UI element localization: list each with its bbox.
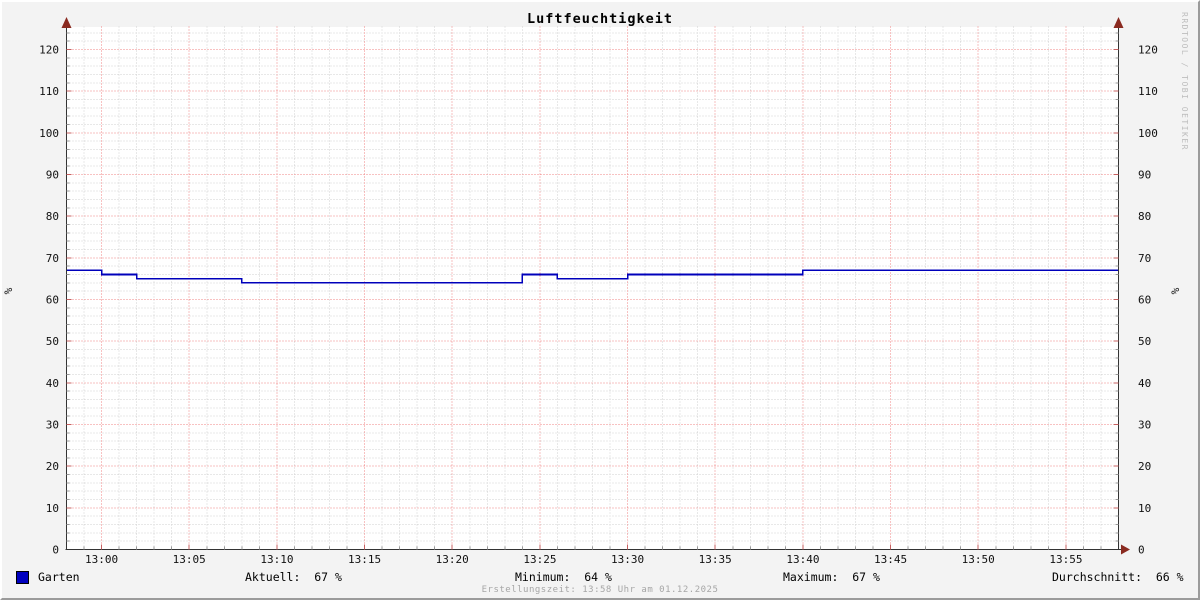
x-tick-label: 13:50: [962, 553, 995, 566]
x-tick-label: 13:10: [260, 553, 293, 566]
y-tick-label-left: 120: [39, 44, 59, 57]
x-tick-label: 13:30: [611, 553, 644, 566]
y-tick-label-left: 80: [46, 210, 59, 223]
y-tick-label-left: 10: [46, 502, 59, 515]
tick-labels: 0 0 10 10 20 20 30 30 40 40 50 50 60 60 70 70 80 80 90 90 10…: [2, 44, 1182, 567]
y-unit-right: %: [1169, 287, 1182, 294]
x-tick-label: 13:25: [523, 553, 556, 566]
y-tick-label-left: 60: [46, 294, 59, 307]
x-tick-label: 13:00: [85, 553, 118, 566]
y-tick-label-right: 110: [1138, 85, 1158, 98]
y-tick-label-left: 30: [46, 419, 59, 432]
stat-maximum: Maximum: 67 %: [783, 570, 880, 584]
y-tick-label-right: 20: [1138, 460, 1151, 473]
rrdtool-watermark: RRDTOOL / TOBI OETIKER: [1180, 12, 1189, 151]
axis-arrow: [1121, 544, 1130, 555]
y-tick-label-right: 10: [1138, 502, 1151, 515]
y-tick-label-right: 100: [1138, 127, 1158, 140]
y-tick-label-left: 0: [52, 544, 59, 557]
y-tick-label-left: 110: [39, 85, 59, 98]
y-tick-label-right: 60: [1138, 294, 1151, 307]
legend-row: Garten Aktuell: 67 % Minimum: 64 % Maxim…: [2, 569, 1198, 585]
y-tick-label-left: 100: [39, 127, 59, 140]
y-tick-label-left: 20: [46, 460, 59, 473]
axis-arrow: [61, 17, 72, 28]
series-lines: [66, 269, 1119, 284]
stat-durchschnitt: Durchschnitt: 66 %: [1052, 570, 1184, 584]
y-tick-label-left: 90: [46, 169, 59, 182]
stat-minimum: Minimum: 64 %: [515, 570, 612, 584]
y-tick-label-right: 50: [1138, 335, 1151, 348]
y-tick-label-right: 40: [1138, 377, 1151, 390]
axis-ticks: [66, 32, 1119, 550]
major-grid: [66, 24, 1119, 550]
y-tick-label-right: 90: [1138, 169, 1151, 182]
x-tick-label: 13:45: [874, 553, 907, 566]
axes: [61, 17, 1130, 555]
minor-grid: [66, 24, 1119, 550]
y-tick-label-right: 70: [1138, 252, 1151, 265]
x-tick-label: 13:20: [436, 553, 469, 566]
x-tick-label: 13:05: [173, 553, 206, 566]
series-line-garten: [66, 269, 1119, 284]
x-tick-label: 13:55: [1049, 553, 1082, 566]
x-tick-label: 13:15: [348, 553, 381, 566]
y-tick-label-left: 70: [46, 252, 59, 265]
y-tick-label-right: 0: [1138, 544, 1145, 557]
y-tick-label-left: 40: [46, 377, 59, 390]
stat-aktuell: Aktuell: 67 %: [245, 570, 342, 584]
series-label: Garten: [38, 570, 80, 584]
axis-arrow: [1113, 17, 1124, 28]
y-tick-label-right: 80: [1138, 210, 1151, 223]
x-tick-label: 13:40: [786, 553, 819, 566]
chart-title: Luftfeuchtigkeit: [526, 11, 674, 27]
y-tick-label-right: 30: [1138, 419, 1151, 432]
x-tick-label: 13:35: [699, 553, 732, 566]
y-tick-label-right: 120: [1138, 44, 1158, 57]
y-tick-label-left: 50: [46, 335, 59, 348]
creation-time-footer: Erstellungszeit: 13:58 Uhr am 01.12.2025: [481, 585, 719, 595]
y-unit-left: %: [2, 287, 15, 294]
series-color-swatch: [16, 571, 29, 584]
